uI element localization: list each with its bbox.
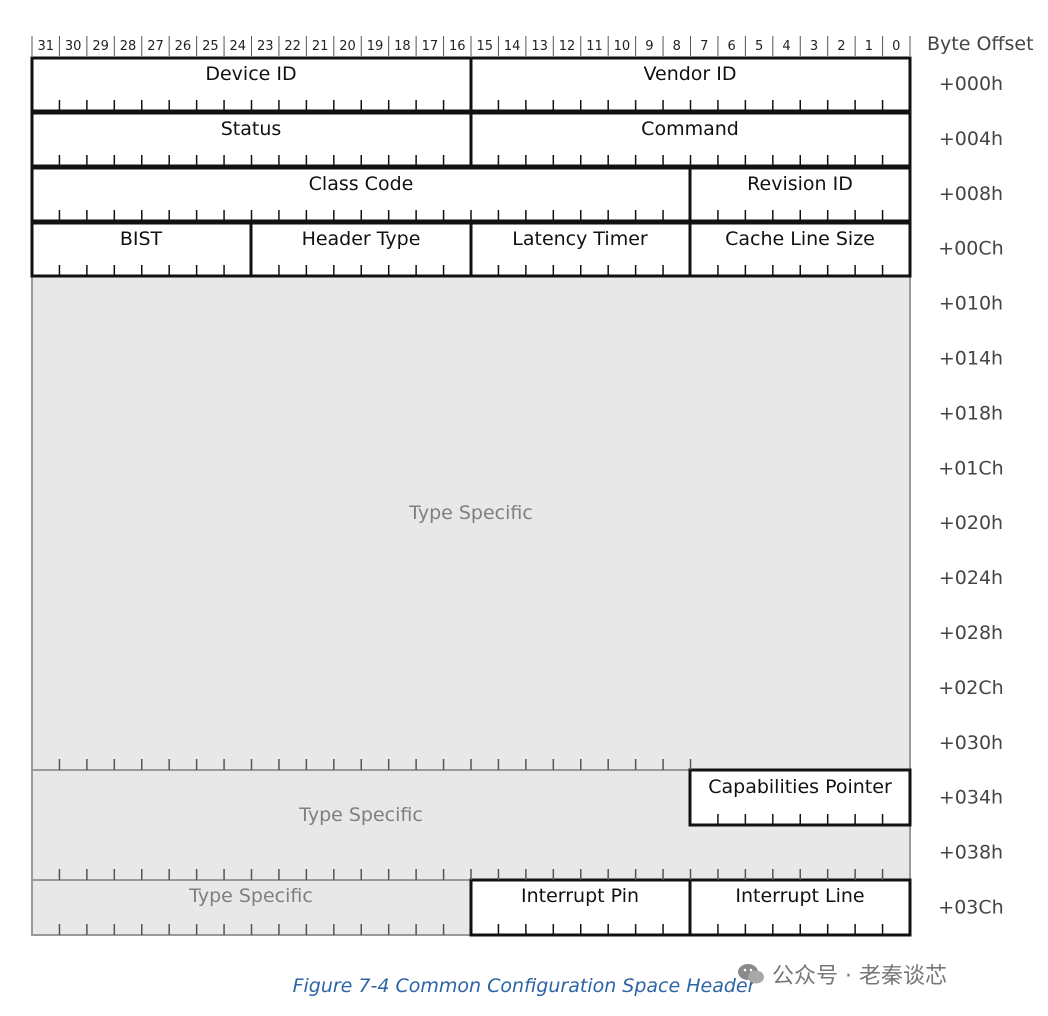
bit-number: 10 [614,39,631,54]
type-specific-mid-label: Type Specific [298,804,423,826]
bit-number: 21 [312,39,329,54]
bit-number: 11 [586,39,603,54]
bit-number: 9 [645,39,653,54]
byte-offset-value: +030h [939,732,1003,754]
bit-number: 17 [422,39,439,54]
header-type-label: Header Type [302,228,421,250]
bit-tick-marks [58,100,884,935]
bit-number: 26 [175,39,192,54]
vendor-id-label: Vendor ID [643,63,736,85]
latency-timer-label: Latency Timer [512,228,648,250]
byte-offset-value: +03Ch [938,897,1003,919]
byte-offset-value: +00Ch [938,238,1003,260]
byte-offset-value: +024h [939,567,1003,589]
bit-number-header: 31 30 29 28 27 26 25 24 23 22 21 20 19 18 17 16 15 14 13 12… [31,36,911,56]
byte-offset-value: +008h [939,183,1003,205]
bit-number: 18 [394,39,411,54]
interrupt-pin-label: Interrupt Pin [521,885,639,907]
byte-offset-value: +038h [939,842,1003,864]
bit-number: 1 [865,39,873,54]
interrupt-line-label: Interrupt Line [735,885,864,907]
bit-number: 22 [284,39,301,54]
byte-offset-value: +018h [939,402,1003,424]
bit-number: 25 [202,39,219,54]
bit-number: 27 [147,39,164,54]
bit-number: 0 [892,39,900,54]
bit-number: 29 [92,39,109,54]
byte-offset-value: +014h [939,348,1003,370]
bit-number: 7 [700,39,708,54]
type-specific-large-block [31,275,911,771]
config-space-diagram: 31 30 29 28 27 26 25 24 23 22 21 20 19 18 17 16 15 14 13 12… [30,33,1034,937]
bit-number: 20 [339,39,356,54]
bit-number: 28 [120,39,137,54]
bit-number: 31 [37,39,54,54]
command-label: Command [641,118,739,140]
bit-number: 6 [728,39,736,54]
bit-number: 30 [65,39,82,54]
class-code-label: Class Code [309,173,414,195]
figure-caption: Figure 7-4 Common Configuration Space He… [292,975,756,997]
type-specific-large-label: Type Specific [408,502,533,524]
revision-id-label: Revision ID [747,173,853,195]
bit-number: 4 [782,39,790,54]
watermark: 公众号 · 老秦谈芯 [736,958,947,990]
byte-offset-value: +034h [939,787,1003,809]
type-specific-mid-block-a [32,770,690,825]
byte-offset-column: +000h +004h +008h +00Ch +010h +014h +018h +01Ch… [938,73,1003,919]
cache-line-size-label: Cache Line Size [725,228,875,250]
bit-number: 2 [837,39,845,54]
bit-number: 8 [673,39,681,54]
watermark-text: 公众号 · 老秦谈芯 [772,964,947,989]
bit-number: 23 [257,39,274,54]
type-specific-small-label: Type Specific [188,885,313,907]
byte-offset-value: +028h [939,622,1003,644]
byte-offset-value: +004h [939,128,1003,150]
wechat-icon [738,964,764,984]
byte-offset-value: +010h [939,293,1003,315]
byte-offset-label: Byte Offset [927,33,1034,55]
bit-number: 12 [559,39,576,54]
status-label: Status [221,118,282,140]
bit-number: 19 [367,39,384,54]
bist-label: BIST [120,228,163,250]
bit-number: 16 [449,39,466,54]
byte-offset-value: +000h [939,73,1003,95]
bit-number: 15 [476,39,493,54]
bit-number: 13 [531,39,548,54]
byte-offset-value: +020h [939,512,1003,534]
bit-number: 24 [230,39,247,54]
byte-offset-value: +01Ch [938,457,1003,479]
bit-number: 5 [755,39,763,54]
byte-offset-value: +02Ch [938,677,1003,699]
bit-number: 14 [504,39,521,54]
bit-number: 3 [810,39,818,54]
capabilities-pointer-label: Capabilities Pointer [708,776,892,798]
device-id-label: Device ID [205,63,296,85]
